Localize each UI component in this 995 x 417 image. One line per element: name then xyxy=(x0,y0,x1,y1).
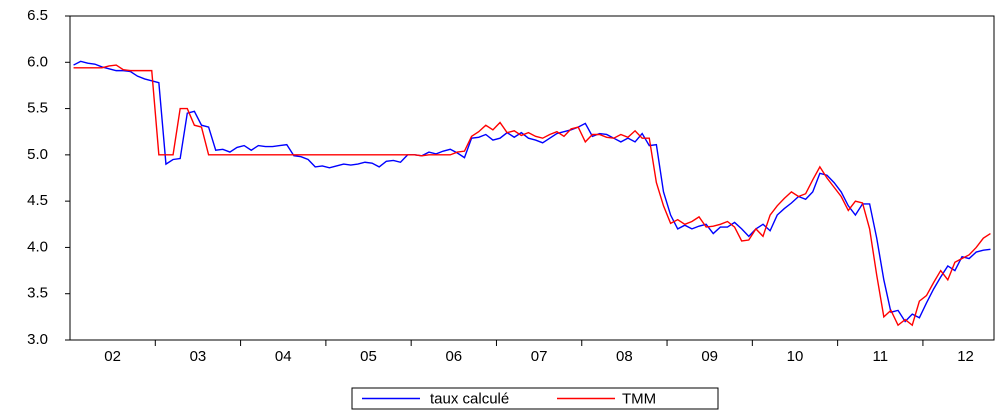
x-tick-label: 09 xyxy=(701,348,718,365)
y-tick-label: 6.0 xyxy=(27,53,48,70)
x-tick-label: 10 xyxy=(787,348,804,365)
x-tick-label: 08 xyxy=(616,348,633,365)
legend: taux calculé TMM xyxy=(351,387,719,410)
y-tick-label: 3.5 xyxy=(27,285,48,302)
x-tick-label: 02 xyxy=(104,348,121,365)
legend-label: taux calculé xyxy=(430,390,509,407)
series-line xyxy=(73,64,991,327)
legend-label: TMM xyxy=(622,390,656,407)
x-tick-label: 04 xyxy=(275,348,292,365)
y-tick-label: 5.5 xyxy=(27,100,48,117)
x-tick-label: 07 xyxy=(531,348,548,365)
y-tick-label: 4.0 xyxy=(27,238,48,255)
plot-frame xyxy=(69,15,995,341)
y-tick-label: 6.5 xyxy=(27,7,48,24)
legend-box xyxy=(351,387,719,410)
x-tick-label: 12 xyxy=(957,348,974,365)
x-tick-label: 11 xyxy=(872,348,888,365)
y-tick-label: 3.0 xyxy=(27,331,48,348)
y-tick-label: 4.5 xyxy=(27,192,48,209)
x-tick-label: 06 xyxy=(445,348,462,365)
series-line xyxy=(73,60,991,323)
x-tick-label: 05 xyxy=(360,348,377,365)
x-tick-label: 03 xyxy=(190,348,207,365)
y-tick-label: 5.0 xyxy=(27,146,48,163)
